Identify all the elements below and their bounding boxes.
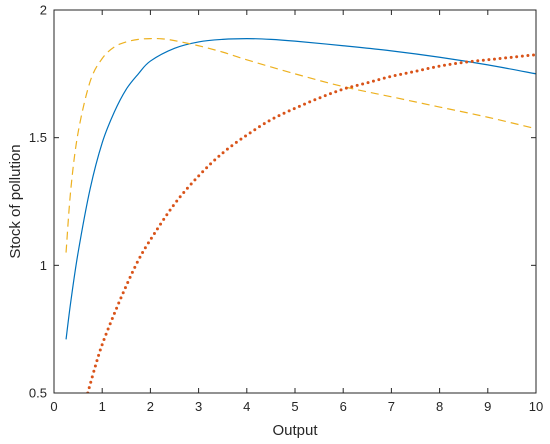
x-axis-label: Output [272, 422, 318, 439]
y-tick-label: 2 [40, 3, 47, 18]
x-tick-label: 2 [147, 399, 154, 414]
y-axis-label: Stock of pollution [7, 144, 24, 258]
x-tick-label: 3 [195, 399, 202, 414]
x-tick-label: 1 [99, 399, 106, 414]
x-tick-label: 10 [529, 399, 543, 414]
x-tick-label: 7 [388, 399, 395, 414]
x-tick-label: 5 [291, 399, 298, 414]
x-tick-label: 0 [50, 399, 57, 414]
x-tick-label: 9 [484, 399, 491, 414]
ticks-layer [53, 9, 537, 394]
x-tick-label: 8 [436, 399, 443, 414]
series-layer [65, 37, 536, 393]
series-line-3 [86, 53, 536, 393]
y-tick-label: 1.5 [29, 130, 47, 145]
series-line-2 [65, 37, 536, 253]
series-line-1 [65, 37, 536, 340]
x-tick-label: 6 [340, 399, 347, 414]
y-tick-label: 0.5 [29, 386, 47, 401]
x-tick-label: 4 [243, 399, 250, 414]
y-tick-label: 1 [40, 258, 47, 273]
tick-labels-layer: 0 1 2 3 4 5 6 7 8 9 10 0.5 1 1.5 2 [29, 3, 543, 415]
